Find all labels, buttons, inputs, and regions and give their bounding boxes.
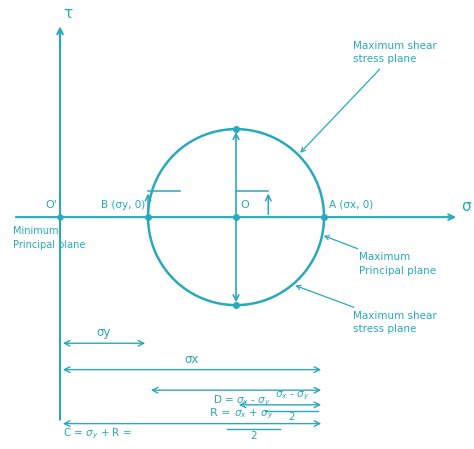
Text: $\sigma_x$ - $\sigma_y$: $\sigma_x$ - $\sigma_y$ — [274, 390, 309, 402]
Text: σy: σy — [97, 326, 111, 339]
Text: D = $\sigma_x$ - $\sigma_y$: D = $\sigma_x$ - $\sigma_y$ — [213, 394, 271, 408]
Text: σ: σ — [461, 199, 471, 214]
Text: C = $\sigma_y$ + R =: C = $\sigma_y$ + R = — [63, 427, 132, 441]
Text: Minimum
Principal plane: Minimum Principal plane — [13, 226, 85, 250]
Text: A (σx, 0): A (σx, 0) — [328, 199, 373, 210]
Text: 2: 2 — [250, 431, 257, 441]
Text: O': O' — [45, 199, 57, 210]
Text: B (σy, 0): B (σy, 0) — [101, 199, 145, 210]
Text: Maximum
Principal plane: Maximum Principal plane — [325, 236, 437, 276]
Text: Maximum shear
stress plane: Maximum shear stress plane — [297, 286, 437, 335]
Text: τ: τ — [63, 6, 72, 21]
Text: O: O — [240, 199, 249, 210]
Text: σx: σx — [185, 352, 199, 365]
Text: R =: R = — [210, 408, 230, 418]
Text: Maximum shear
stress plane: Maximum shear stress plane — [301, 41, 437, 152]
Text: $\sigma_x$ + $\sigma_y$: $\sigma_x$ + $\sigma_y$ — [234, 408, 273, 421]
Text: 2: 2 — [289, 413, 295, 423]
